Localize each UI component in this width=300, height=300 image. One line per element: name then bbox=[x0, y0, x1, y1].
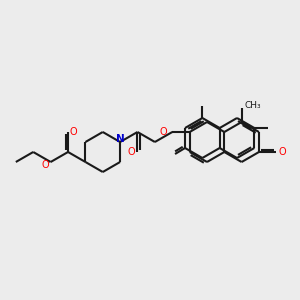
Text: N: N bbox=[116, 134, 124, 144]
Text: O: O bbox=[128, 147, 135, 157]
Text: O: O bbox=[278, 147, 286, 157]
Text: O: O bbox=[69, 127, 77, 137]
Text: CH₃: CH₃ bbox=[244, 100, 261, 109]
Text: O: O bbox=[42, 160, 50, 170]
Text: O: O bbox=[160, 127, 167, 137]
